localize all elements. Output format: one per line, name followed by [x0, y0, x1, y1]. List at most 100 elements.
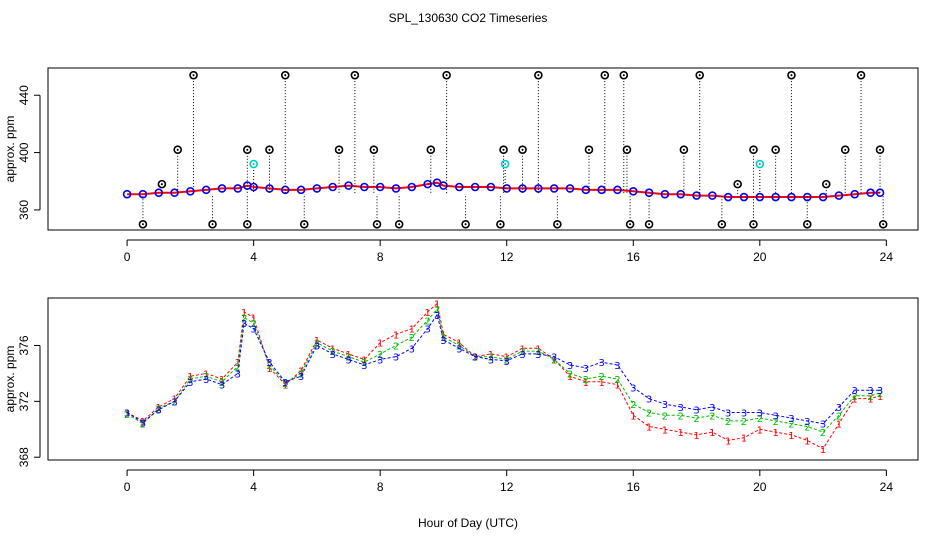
data-point: 2	[314, 339, 320, 350]
data-point: 1	[788, 431, 794, 442]
data-point: 1	[519, 344, 525, 355]
data-point: 3	[551, 353, 557, 364]
data-point: 2	[583, 375, 589, 386]
data-point: 1	[424, 308, 430, 319]
data-point	[518, 145, 527, 155]
data-point: 2	[725, 417, 731, 428]
data-point-center	[398, 223, 401, 226]
data-point: 2	[757, 414, 763, 425]
data-point	[454, 182, 464, 192]
data-point	[201, 185, 211, 195]
data-point: 2	[867, 392, 873, 403]
data-point: 1	[877, 392, 883, 403]
data-point	[676, 189, 686, 199]
data-point	[613, 185, 622, 195]
data-point-center	[879, 148, 882, 151]
x-tick-label: 12	[500, 480, 514, 494]
series-line	[127, 181, 880, 198]
data-point-center	[860, 74, 863, 77]
data-series	[249, 159, 765, 195]
data-point: 3	[124, 409, 130, 420]
data-point-center	[556, 223, 559, 226]
data-point: 2	[877, 389, 883, 400]
data-point-center	[537, 74, 540, 77]
data-point: 1	[646, 422, 652, 433]
data-point: 3	[852, 386, 858, 397]
data-point-center	[844, 148, 847, 151]
data-point: 2	[567, 369, 573, 380]
data-point: 2	[820, 428, 826, 439]
data-point: 3	[820, 420, 826, 431]
data-point: 2	[535, 347, 541, 358]
data-point: 1	[282, 381, 288, 392]
data-point-center	[752, 148, 755, 151]
data-point-center	[625, 148, 628, 151]
data-point-center	[648, 223, 651, 226]
data-point	[360, 182, 369, 192]
data-point: 3	[535, 350, 541, 361]
data-point	[660, 189, 670, 199]
x-tick-label: 0	[124, 250, 131, 264]
y-axis-title: approx. ppm	[3, 116, 17, 183]
data-point-center	[338, 148, 341, 151]
data-point: 2	[630, 400, 636, 411]
data-point: 1	[203, 369, 209, 380]
data-point-center	[774, 148, 777, 151]
data-point	[186, 186, 195, 196]
data-point	[173, 145, 183, 155]
data-point: 1	[314, 336, 320, 347]
data-point	[534, 70, 543, 80]
data-point-center	[603, 74, 606, 77]
data-point: 1	[409, 325, 415, 336]
data-point: 1	[662, 425, 668, 436]
data-point: 3	[187, 378, 193, 389]
data-point	[717, 219, 727, 229]
data-point: 3	[171, 397, 177, 408]
data-point	[439, 181, 448, 190]
data-point	[233, 184, 243, 193]
data-point: 1	[757, 425, 763, 436]
data-point-center	[192, 74, 195, 77]
data-point	[708, 191, 717, 200]
data-point: 2	[171, 397, 177, 408]
x-tick-label: 12	[500, 250, 514, 264]
data-point	[834, 191, 844, 200]
data-point: 3	[662, 400, 668, 411]
data-point	[628, 186, 638, 196]
x-tick-label: 20	[753, 480, 767, 494]
data-point-center	[504, 163, 507, 166]
data-point	[208, 219, 217, 229]
data-point	[154, 188, 164, 198]
data-point: 2	[678, 411, 684, 422]
data-point: 3	[266, 358, 272, 369]
data-point: 2	[156, 404, 162, 415]
data-point	[733, 179, 742, 189]
data-point	[866, 188, 875, 198]
data-point-center	[629, 223, 632, 226]
data-point-center	[720, 223, 723, 226]
data-point	[189, 70, 198, 80]
data-point	[625, 219, 635, 229]
data-point	[565, 184, 575, 193]
data-point: 1	[693, 431, 699, 442]
data-point: 1	[140, 417, 146, 428]
series-line	[126, 313, 880, 425]
data-point: 2	[519, 347, 525, 358]
data-point-center	[211, 223, 214, 226]
data-point	[391, 184, 401, 193]
data-point	[486, 182, 496, 192]
data-point: 3	[241, 319, 247, 330]
data-point	[470, 182, 480, 192]
data-point: 3	[203, 375, 209, 386]
y-tick-label: 400	[17, 142, 31, 162]
data-point	[394, 219, 404, 229]
data-point-center	[502, 148, 505, 151]
data-point: 2	[551, 355, 557, 366]
data-point-center	[682, 148, 685, 151]
data-point	[138, 219, 148, 229]
data-point	[442, 70, 451, 80]
data-point: 1	[567, 372, 573, 383]
data-point: 1	[772, 428, 778, 439]
